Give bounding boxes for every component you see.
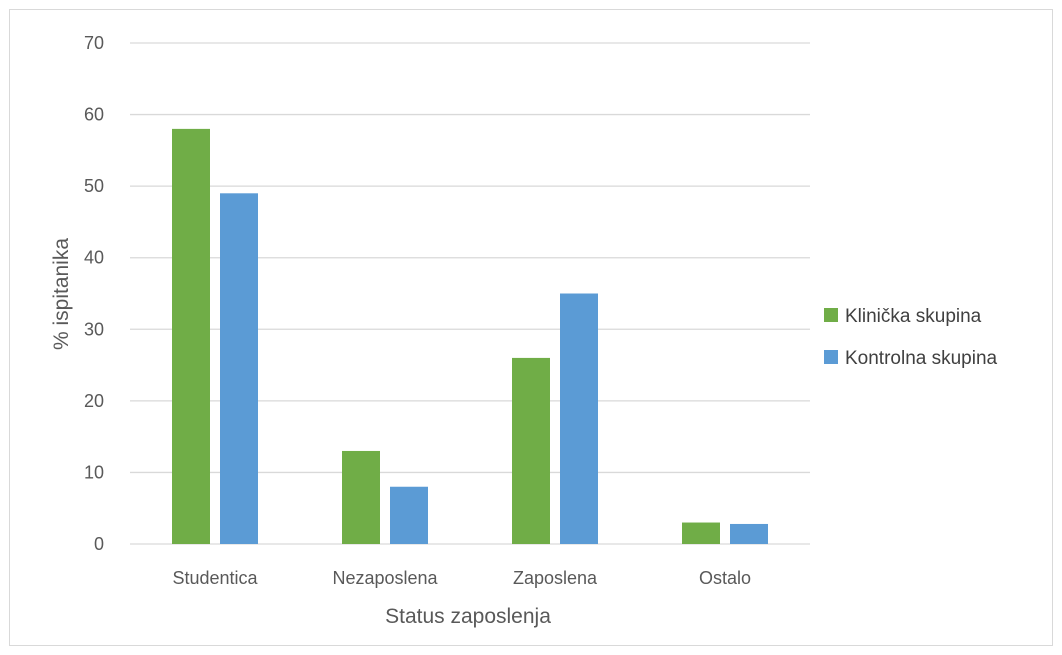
legend: Klinička skupina Kontrolna skupina [824,306,998,369]
bar-kontrolna-skupina-zaposlena [560,293,598,544]
y-tick-label: 40 [84,248,104,268]
y-axis-ticks: 0 10 20 30 40 50 60 70 [84,33,104,554]
x-tick-label: Ostalo [699,568,751,588]
bar-klinička-skupina-zaposlena [512,357,550,544]
y-tick-label: 30 [84,319,104,339]
legend-label: Klinička skupina [845,306,982,327]
y-axis-title: % ispitanika [50,238,73,350]
y-tick-label: 10 [84,462,104,482]
bar-klinička-skupina-studentica [172,128,210,544]
y-tick-label: 50 [84,176,104,196]
x-axis-title: Status zaposlenja [385,605,551,628]
y-tick-label: 70 [84,33,104,53]
x-tick-label: Nezaposlena [332,568,438,588]
legend-swatch [824,350,838,364]
x-tick-label: Zaposlena [513,568,598,588]
y-tick-label: 0 [94,534,104,554]
bar-klinička-skupina-ostalo [682,522,720,544]
x-axis-ticks: Studentica Nezaposlena Zaposlena Ostalo [172,568,751,588]
bars [172,128,768,545]
legend-swatch [824,308,838,322]
bar-kontrolna-skupina-ostalo [730,523,768,544]
y-tick-label: 20 [84,391,104,411]
y-tick-label: 60 [84,105,104,125]
x-tick-label: Studentica [172,568,258,588]
bar-kontrolna-skupina-nezaposlena [390,486,428,544]
bar-kontrolna-skupina-studentica [220,193,258,545]
legend-label: Kontrolna skupina [845,348,998,369]
bar-klinička-skupina-nezaposlena [342,450,380,544]
